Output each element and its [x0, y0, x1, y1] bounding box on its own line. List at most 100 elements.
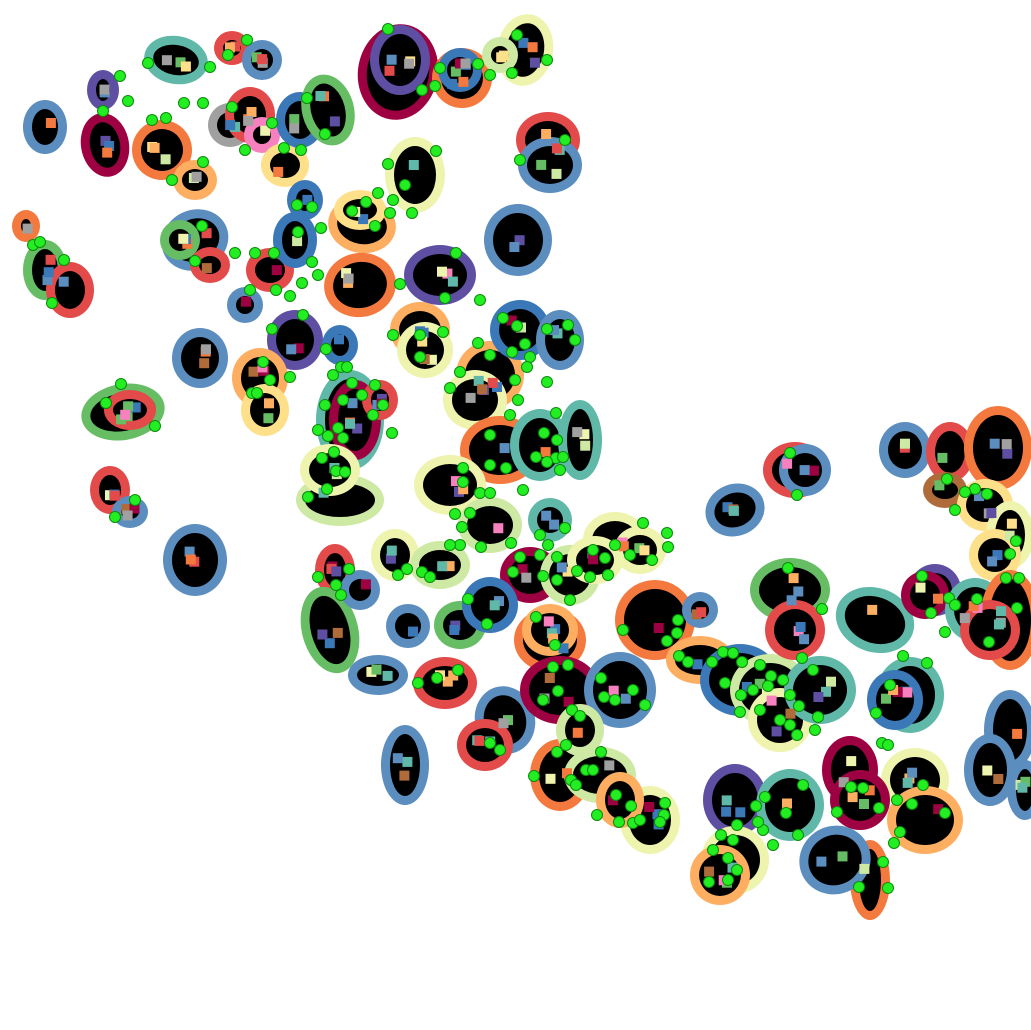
marker-dot — [129, 494, 141, 506]
cell-115 — [690, 845, 750, 905]
marker-dot — [266, 323, 278, 335]
cell-type-square — [518, 37, 529, 48]
cell-nucleus — [394, 146, 436, 204]
cell-type-square — [696, 607, 707, 618]
cell-type-square — [639, 545, 650, 556]
marker-dot — [312, 571, 324, 583]
cell-type-square — [230, 41, 241, 52]
marker-dot — [327, 369, 339, 381]
marker-dot — [34, 236, 46, 248]
cell-type-square — [881, 693, 891, 704]
cell-type-square — [761, 687, 772, 698]
marker-dot — [229, 247, 241, 259]
marker-dot — [857, 782, 869, 794]
marker-dot — [659, 797, 671, 809]
cell-nucleus — [808, 834, 862, 886]
cell-type-square — [449, 625, 460, 635]
cell-type-square — [489, 600, 500, 611]
cell-type-square — [161, 55, 172, 66]
marker-dot — [521, 361, 533, 373]
cell-61 — [558, 400, 602, 480]
marker-dot — [735, 689, 747, 701]
cell-nucleus — [759, 567, 821, 613]
cell-type-square — [808, 465, 819, 476]
cell-type-square — [989, 438, 1000, 449]
cell-type-square — [517, 564, 528, 575]
marker-dot — [882, 739, 894, 751]
cell-type-square — [474, 735, 485, 746]
cell-type-square — [458, 76, 469, 87]
marker-dot — [727, 647, 739, 659]
marker-dot — [377, 399, 389, 411]
marker-dot — [559, 134, 571, 146]
marker-dot — [506, 67, 518, 79]
marker-dot — [239, 144, 251, 156]
cell-80 — [348, 655, 408, 695]
cell-type-square — [437, 561, 448, 572]
cell-type-square — [271, 265, 282, 276]
cell-104 — [835, 586, 915, 654]
cell-type-square — [994, 619, 1004, 630]
cell-type-square — [607, 795, 618, 806]
marker-dot — [142, 57, 154, 69]
marker-dot — [559, 522, 571, 534]
cell-type-square — [859, 863, 870, 874]
cell-type-square — [191, 171, 202, 182]
cell-nucleus — [255, 257, 285, 283]
marker-dot — [528, 770, 540, 782]
marker-dot — [484, 429, 496, 441]
cell-type-square — [386, 54, 397, 65]
cell-type-square — [447, 276, 458, 287]
marker-dot — [1004, 548, 1016, 560]
marker-dot — [661, 635, 673, 647]
cell-type-square — [317, 629, 328, 640]
cell-86 — [584, 652, 656, 728]
cell-type-square — [149, 142, 160, 153]
marker-dot — [97, 105, 109, 117]
cell-type-square — [933, 593, 943, 604]
cell-type-square — [263, 413, 274, 424]
marker-dot — [554, 464, 566, 476]
marker-dot — [284, 290, 296, 302]
marker-dot — [514, 551, 526, 563]
marker-dot — [574, 710, 586, 722]
cell-type-square — [358, 214, 369, 225]
marker-dot — [412, 677, 424, 689]
marker-dot — [429, 80, 441, 92]
marker-dot — [888, 837, 900, 849]
cell-type-square — [915, 582, 926, 593]
cell-type-square — [371, 664, 382, 675]
cell-type-square — [402, 756, 413, 767]
cell-type-square — [100, 135, 111, 146]
cell-nucleus — [712, 773, 758, 827]
marker-dot — [196, 220, 208, 232]
marker-dot — [547, 661, 559, 673]
marker-dot — [584, 571, 596, 583]
marker-dot — [541, 323, 553, 335]
marker-dot — [414, 351, 426, 363]
cell-type-square — [185, 554, 196, 565]
cell-type-square — [45, 254, 56, 265]
cell-nucleus — [593, 661, 647, 719]
cell-type-square — [324, 638, 335, 649]
cell-type-square — [366, 666, 377, 677]
marker-dot — [270, 284, 282, 296]
cell-type-square — [246, 107, 257, 117]
marker-dot — [369, 379, 381, 391]
cell-type-square — [864, 785, 875, 796]
cell-type-square — [498, 718, 509, 729]
marker-dot — [921, 657, 933, 669]
cell-type-square — [959, 613, 970, 624]
marker-dot — [264, 374, 276, 386]
cell-type-square — [360, 579, 371, 590]
cell-type-square — [264, 398, 274, 409]
cell-type-square — [248, 366, 259, 377]
marker-dot — [784, 447, 796, 459]
marker-dot — [534, 549, 546, 561]
marker-dot — [780, 807, 792, 819]
cell-type-square — [251, 52, 262, 63]
cell-type-square — [225, 42, 235, 53]
cell-type-square — [588, 554, 599, 565]
marker-dot — [197, 156, 209, 168]
marker-dot — [831, 806, 843, 818]
